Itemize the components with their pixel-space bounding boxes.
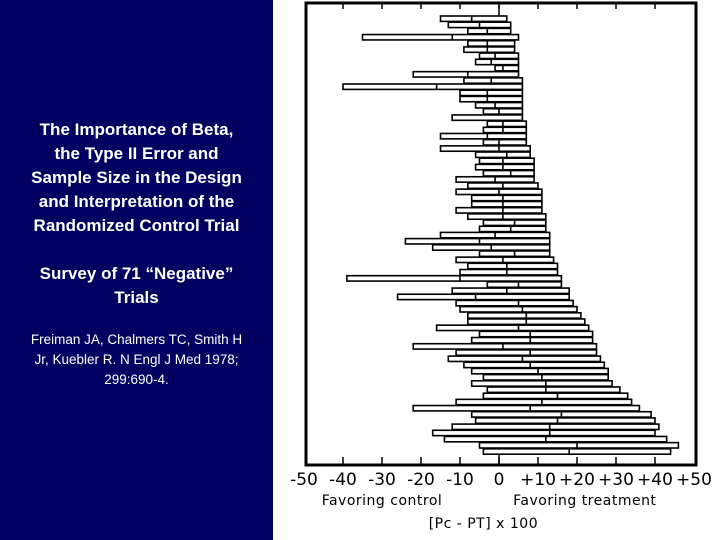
interval-bar [455, 398, 633, 406]
interval-bar [474, 101, 524, 109]
x-tick-label: -50 [290, 470, 318, 490]
interval-bar [467, 39, 516, 47]
interval-bar [470, 200, 543, 208]
title-line: Sample Size in the Design [31, 168, 242, 187]
x-tick-label: +30 [598, 470, 634, 490]
interval-bar [439, 145, 531, 153]
x-tick-label: -40 [329, 470, 357, 490]
x-tick-label: +40 [637, 470, 673, 490]
x-tick-label: +10 [520, 470, 556, 490]
interval-bar [467, 213, 547, 221]
interval-bar [447, 355, 602, 363]
interval-bar [482, 126, 528, 134]
title-line: Randomized Control Trial [33, 216, 240, 235]
interval-bar [474, 58, 520, 66]
interval-bar [463, 77, 524, 85]
interval-bar [486, 120, 528, 128]
slide-subtitle: Survey of 71 “Negative” Trials [0, 262, 273, 310]
x-tick-label: +20 [559, 470, 595, 490]
interval-bar [478, 225, 547, 233]
interval-bar [455, 299, 574, 307]
interval-bar [467, 27, 512, 35]
citation-line: 299:690-4. [104, 372, 169, 387]
interval-bar [482, 138, 528, 146]
interval-bar [459, 95, 524, 103]
interval-bar [463, 361, 606, 369]
favoring-treatment-label: Favoring treatment [513, 493, 656, 509]
citation-line: Freiman JA, Chalmers TC, Smith H [30, 332, 243, 347]
interval-chart: -50 -40 -30 -20 -10 0 +10 +20 +30 +40 +50 Favoring … [273, 0, 720, 540]
interval-bar [482, 448, 672, 455]
interval-bar [346, 274, 563, 282]
interval-bar [486, 281, 563, 289]
interval-bar [470, 194, 543, 202]
interval-bar [459, 89, 524, 97]
title-line: the Type II Error and [54, 144, 219, 163]
citation-line: Jr, Kuebler R. N Engl J Med 1978; [34, 352, 239, 367]
interval-bar [396, 293, 571, 301]
interval-bar [470, 336, 594, 344]
interval-bar [439, 132, 528, 140]
interval-bar [467, 311, 582, 319]
plot-border [304, 1, 698, 467]
interval-bar [412, 404, 641, 412]
interval-bar [459, 305, 578, 313]
interval-bar [455, 349, 598, 357]
interval-bar [451, 423, 660, 431]
interval-bar [470, 367, 609, 375]
x-tick-label: -20 [407, 470, 435, 490]
interval-bar [470, 380, 613, 387]
interval-bar [443, 435, 668, 443]
title-line: and Interpretation of the [38, 192, 235, 211]
x-axis: -50 -40 -30 -20 -10 0 +10 +20 +30 +40 +50 Favoring … [290, 3, 712, 532]
interval-bar [478, 157, 535, 165]
x-tick-label: -10 [446, 470, 474, 490]
x-tick-label: 0 [494, 470, 505, 490]
interval-bar [431, 429, 656, 437]
subtitle-line: Survey of 71 “Negative” [39, 264, 234, 283]
x-tick-label: -30 [368, 470, 396, 490]
interval-bar [474, 163, 535, 171]
interval-bar [467, 262, 559, 270]
interval-bar [342, 83, 524, 91]
interval-bar [494, 64, 520, 72]
interval-bar [455, 206, 543, 214]
subtitle-line: Trials [114, 288, 159, 307]
interval-bar [474, 417, 656, 425]
interval-bar [482, 373, 609, 381]
interval-bar [451, 287, 570, 295]
interval-bar [474, 151, 532, 159]
interval-bar [361, 33, 520, 41]
interval-bar [478, 441, 680, 449]
confidence-intervals [342, 15, 680, 455]
interval-bar [482, 169, 535, 177]
interval-bar [478, 52, 520, 60]
interval-bar [435, 324, 590, 332]
interval-bar [459, 268, 559, 276]
interval-bar [482, 107, 524, 115]
x-axis-title: [Pc - PT] x 100 [429, 516, 538, 532]
favoring-control-label: Favoring control [322, 493, 443, 509]
slide-title: The Importance of Beta, the Type II Erro… [0, 118, 273, 238]
interval-bar [412, 342, 598, 350]
chart-svg: -50 -40 -30 -20 -10 0 +10 +20 +30 +40 +50 Favoring … [290, 1, 712, 532]
citation: Freiman JA, Chalmers TC, Smith H Jr, Kue… [0, 330, 273, 390]
title-line: The Importance of Beta, [39, 120, 234, 139]
interval-bar [455, 256, 555, 264]
left-text-panel: The Importance of Beta, the Type II Erro… [0, 0, 273, 540]
interval-bar [451, 114, 524, 122]
interval-bar [412, 70, 520, 78]
interval-bar [439, 15, 508, 23]
interval-bar [404, 237, 551, 245]
interval-bar [482, 392, 629, 400]
interval-bar [463, 46, 516, 54]
x-tick-label: +50 [676, 470, 712, 490]
interval-bar [486, 386, 621, 394]
interval-bar [478, 330, 594, 338]
